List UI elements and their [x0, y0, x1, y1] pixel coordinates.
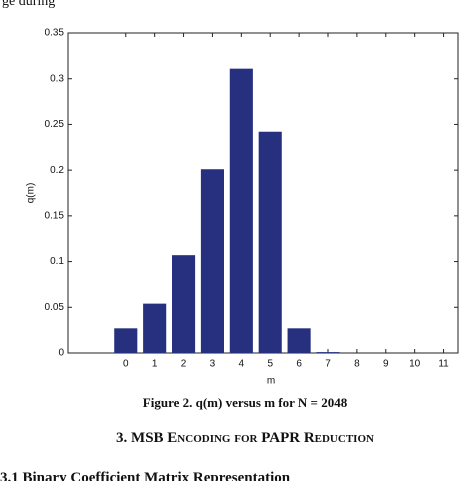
x-tick-label: 4 — [239, 359, 245, 370]
x-tick-label: 7 — [325, 359, 331, 370]
x-tick-label: 11 — [438, 359, 449, 370]
bar — [287, 328, 311, 353]
figure-caption: Figure 2. q(m) versus m for N = 2048 — [143, 395, 348, 410]
y-tick-label: 0 — [58, 348, 64, 359]
x-tick-label: 0 — [123, 359, 129, 370]
x-tick-label: 5 — [267, 359, 273, 370]
x-axis-label: m — [267, 376, 275, 387]
top-text: ge during — [2, 0, 55, 9]
y-tick-label: 0.2 — [50, 165, 64, 176]
bar — [229, 68, 253, 354]
y-axis-label: q(m) — [26, 183, 37, 204]
y-tick-label: 0.25 — [45, 119, 65, 130]
bar — [200, 169, 224, 353]
x-tick-label: 10 — [409, 359, 421, 370]
x-tick-label: 9 — [383, 359, 389, 370]
y-tick-label: 0.15 — [45, 210, 65, 221]
bar — [316, 352, 340, 353]
section-heading: 3. MSB Encoding for PAPR Reduction — [116, 430, 374, 446]
y-tick-label: 0.1 — [50, 256, 64, 267]
bar — [143, 303, 167, 353]
bar — [258, 131, 282, 353]
y-tick-label: 0.05 — [45, 302, 65, 313]
bar — [114, 328, 138, 353]
x-tick-label: 8 — [354, 359, 360, 370]
y-tick-label: 0.3 — [50, 73, 64, 84]
bar — [172, 255, 196, 353]
x-tick-label: 6 — [296, 359, 302, 370]
subsection-heading: 3.1 Binary Coefficient Matrix Representa… — [0, 470, 291, 481]
x-tick-label: 3 — [210, 359, 216, 370]
y-tick-label: 0.35 — [45, 28, 65, 39]
x-tick-label: 1 — [152, 359, 158, 370]
x-tick-label: 2 — [181, 359, 187, 370]
